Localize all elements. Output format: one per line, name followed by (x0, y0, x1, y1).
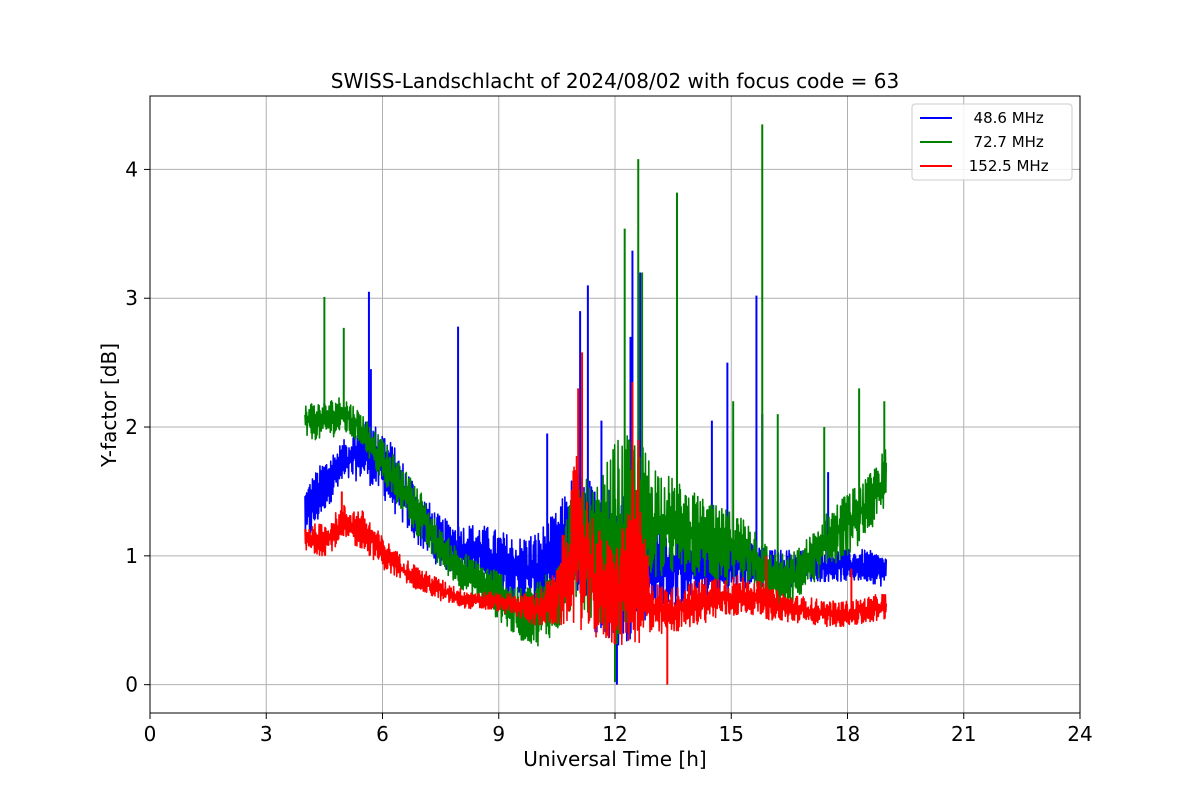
chart-title: SWISS-Landschlacht of 2024/08/02 with fo… (331, 69, 899, 93)
x-tick-label: 12 (602, 722, 627, 746)
series-layer (304, 124, 888, 685)
legend: 48.6 MHz 72.7 MHz 152.5 MHz (911, 103, 1073, 181)
y-tick-label: 0 (125, 673, 138, 697)
x-tick-label: 6 (376, 722, 389, 746)
series-line (304, 455, 888, 646)
y-tick-label: 3 (125, 286, 138, 310)
x-tick-label: 18 (835, 722, 860, 746)
x-tick-label: 3 (260, 722, 273, 746)
legend-entry: 152.5 MHz (964, 157, 1049, 175)
series-152-5-mhz (304, 352, 888, 685)
y-tick-label: 4 (125, 157, 138, 181)
x-tick-label: 24 (1067, 722, 1092, 746)
y-tick-label: 1 (125, 544, 138, 568)
series-72-7-mhz (304, 124, 888, 683)
legend-entry: 72.7 MHz (964, 133, 1044, 151)
x-tick-label: 9 (492, 722, 505, 746)
x-tick-label: 0 (144, 722, 157, 746)
y-tick-label: 2 (125, 415, 138, 439)
x-axis-label: Universal Time [h] (523, 747, 706, 771)
legend-entry: 48.6 MHz (964, 109, 1044, 127)
legend-box (911, 103, 1073, 181)
series-line (304, 397, 888, 647)
y-axis-label: Y-factor [dB] (97, 343, 121, 468)
x-tick-label: 21 (951, 722, 976, 746)
x-tick-label: 15 (719, 722, 744, 746)
